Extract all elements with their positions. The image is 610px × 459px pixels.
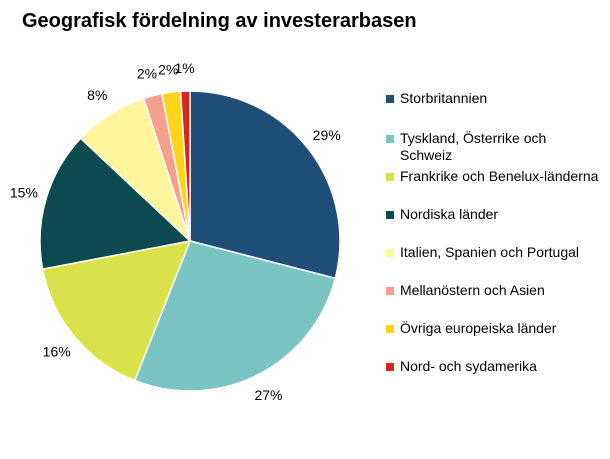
legend-label: Nord- och sydamerika — [400, 358, 537, 374]
legend-swatch — [386, 287, 394, 295]
legend-swatch — [386, 249, 394, 257]
pie-slice — [179, 90, 191, 242]
slice-data-label: 2% — [158, 61, 178, 77]
legend-label: Övriga europeiska länder — [400, 320, 557, 336]
legend-swatch — [386, 325, 394, 333]
legend-label: Nordiska länder — [400, 206, 499, 222]
slice-data-label: 8% — [87, 87, 107, 103]
legend-label: Italien, Spanien och Portugal — [400, 244, 580, 260]
legend-item: Nordiska länder — [386, 206, 600, 223]
legend-item: Nord- och sydamerika — [386, 358, 600, 375]
legend-label: Frankrike och Benelux-länderna — [400, 168, 599, 184]
legend-item: Frankrike och Benelux-länderna — [386, 168, 600, 185]
slice-data-label: 29% — [313, 127, 341, 143]
legend-item: Tyskland, Österrike och Schweiz — [386, 130, 600, 164]
legend-item: Övriga europeiska länder — [386, 320, 600, 337]
slice-data-label: 2% — [137, 65, 157, 81]
legend-item: Mellanöstern och Asien — [386, 282, 600, 299]
pie-slice — [189, 90, 341, 280]
legend-swatch — [386, 135, 394, 143]
slice-data-label: 1% — [174, 60, 194, 76]
legend-label: Mellanöstern och Asien — [400, 282, 545, 298]
legend-swatch — [386, 211, 394, 219]
slice-data-label: 27% — [254, 387, 282, 403]
pie-slice — [133, 240, 337, 392]
slice-data-label: 15% — [10, 185, 38, 201]
legend-swatch — [386, 173, 394, 181]
slice-data-label: 16% — [43, 343, 71, 359]
legend-item: Italien, Spanien och Portugal — [386, 244, 600, 261]
legend-item: Storbritannien — [386, 90, 600, 107]
legend-swatch — [386, 363, 394, 371]
pie-slice — [39, 137, 192, 270]
legend-swatch — [386, 95, 394, 103]
legend-label: Tyskland, Österrike och Schweiz — [400, 130, 547, 163]
chart-title: Geografisk fördelning av investerarbasen — [22, 10, 417, 32]
pie-slice — [41, 240, 192, 382]
legend-label: Storbritannien — [400, 90, 488, 106]
